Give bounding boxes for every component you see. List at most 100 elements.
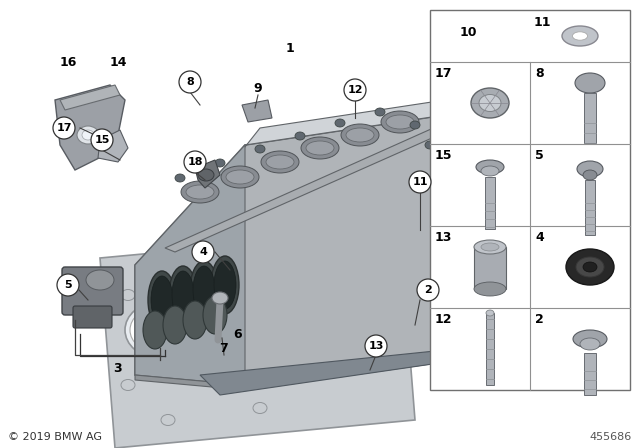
Ellipse shape bbox=[566, 249, 614, 285]
Bar bbox=[474, 247, 506, 289]
Ellipse shape bbox=[226, 170, 254, 184]
Text: 5: 5 bbox=[535, 149, 544, 162]
Polygon shape bbox=[155, 98, 455, 252]
Polygon shape bbox=[98, 130, 128, 162]
Text: 17: 17 bbox=[56, 123, 72, 133]
Ellipse shape bbox=[215, 159, 225, 167]
Ellipse shape bbox=[479, 95, 501, 112]
Ellipse shape bbox=[410, 121, 420, 129]
Ellipse shape bbox=[200, 297, 256, 343]
Bar bbox=[485, 177, 495, 229]
Ellipse shape bbox=[86, 270, 114, 290]
Text: 10: 10 bbox=[460, 26, 477, 39]
Text: 15: 15 bbox=[94, 135, 109, 145]
Ellipse shape bbox=[381, 111, 419, 133]
Ellipse shape bbox=[130, 307, 186, 353]
Ellipse shape bbox=[577, 161, 603, 177]
FancyBboxPatch shape bbox=[62, 267, 123, 315]
Ellipse shape bbox=[331, 264, 345, 276]
Text: 3: 3 bbox=[114, 362, 122, 375]
Circle shape bbox=[409, 171, 431, 193]
Ellipse shape bbox=[444, 299, 456, 321]
Ellipse shape bbox=[203, 296, 227, 334]
Ellipse shape bbox=[172, 271, 194, 319]
FancyBboxPatch shape bbox=[73, 306, 112, 328]
Text: 2: 2 bbox=[535, 313, 544, 326]
Ellipse shape bbox=[481, 243, 499, 251]
Ellipse shape bbox=[266, 155, 294, 169]
Text: 11: 11 bbox=[534, 16, 552, 29]
Ellipse shape bbox=[301, 137, 339, 159]
Text: 17: 17 bbox=[435, 67, 452, 80]
Ellipse shape bbox=[583, 262, 597, 272]
Text: 9: 9 bbox=[253, 82, 262, 95]
Ellipse shape bbox=[121, 379, 135, 391]
Ellipse shape bbox=[398, 354, 412, 366]
Ellipse shape bbox=[474, 240, 506, 254]
Polygon shape bbox=[135, 145, 245, 385]
Bar bbox=[585, 180, 595, 235]
Ellipse shape bbox=[82, 130, 94, 140]
Text: 4: 4 bbox=[199, 247, 207, 257]
Ellipse shape bbox=[255, 145, 265, 153]
Ellipse shape bbox=[186, 185, 214, 199]
Polygon shape bbox=[135, 355, 455, 390]
Bar bbox=[584, 93, 596, 143]
Circle shape bbox=[192, 241, 214, 263]
Text: 15: 15 bbox=[435, 149, 452, 162]
Text: 18: 18 bbox=[188, 157, 203, 167]
Ellipse shape bbox=[562, 26, 598, 46]
Ellipse shape bbox=[191, 280, 205, 292]
Ellipse shape bbox=[575, 73, 605, 93]
Ellipse shape bbox=[169, 266, 197, 324]
Ellipse shape bbox=[295, 132, 305, 140]
Ellipse shape bbox=[471, 88, 509, 118]
Text: 5: 5 bbox=[64, 280, 72, 290]
Circle shape bbox=[184, 151, 206, 173]
Ellipse shape bbox=[270, 289, 326, 335]
Ellipse shape bbox=[425, 141, 435, 149]
Ellipse shape bbox=[346, 128, 374, 142]
Circle shape bbox=[53, 117, 75, 139]
Ellipse shape bbox=[335, 276, 401, 331]
Polygon shape bbox=[195, 160, 220, 188]
Bar bbox=[486, 313, 494, 385]
Ellipse shape bbox=[265, 284, 331, 340]
Ellipse shape bbox=[576, 257, 604, 277]
Ellipse shape bbox=[444, 159, 456, 181]
Circle shape bbox=[179, 71, 201, 93]
Ellipse shape bbox=[261, 272, 275, 284]
Polygon shape bbox=[242, 100, 272, 122]
Ellipse shape bbox=[580, 338, 600, 350]
Text: 4: 4 bbox=[200, 247, 206, 257]
Text: 8: 8 bbox=[186, 77, 194, 87]
Ellipse shape bbox=[375, 108, 385, 116]
Ellipse shape bbox=[221, 166, 259, 188]
Text: 13: 13 bbox=[435, 231, 452, 244]
Ellipse shape bbox=[253, 402, 267, 414]
Ellipse shape bbox=[386, 115, 414, 129]
Ellipse shape bbox=[190, 261, 218, 319]
Polygon shape bbox=[135, 115, 455, 385]
Ellipse shape bbox=[77, 126, 99, 144]
Polygon shape bbox=[200, 350, 460, 395]
Circle shape bbox=[91, 129, 113, 151]
Bar bbox=[430, 10, 630, 390]
Ellipse shape bbox=[163, 306, 187, 344]
Text: 13: 13 bbox=[368, 341, 384, 351]
Ellipse shape bbox=[195, 293, 261, 348]
Ellipse shape bbox=[340, 280, 396, 326]
Ellipse shape bbox=[474, 282, 506, 296]
Ellipse shape bbox=[572, 32, 588, 40]
Polygon shape bbox=[55, 85, 125, 170]
Text: 455686: 455686 bbox=[589, 432, 632, 442]
Text: 4: 4 bbox=[535, 231, 544, 244]
Ellipse shape bbox=[573, 330, 607, 348]
Text: 2: 2 bbox=[424, 285, 432, 295]
Ellipse shape bbox=[125, 302, 191, 358]
Ellipse shape bbox=[161, 414, 175, 426]
Text: 11: 11 bbox=[412, 177, 428, 187]
Ellipse shape bbox=[211, 256, 239, 314]
Polygon shape bbox=[100, 230, 415, 448]
Ellipse shape bbox=[401, 257, 415, 267]
